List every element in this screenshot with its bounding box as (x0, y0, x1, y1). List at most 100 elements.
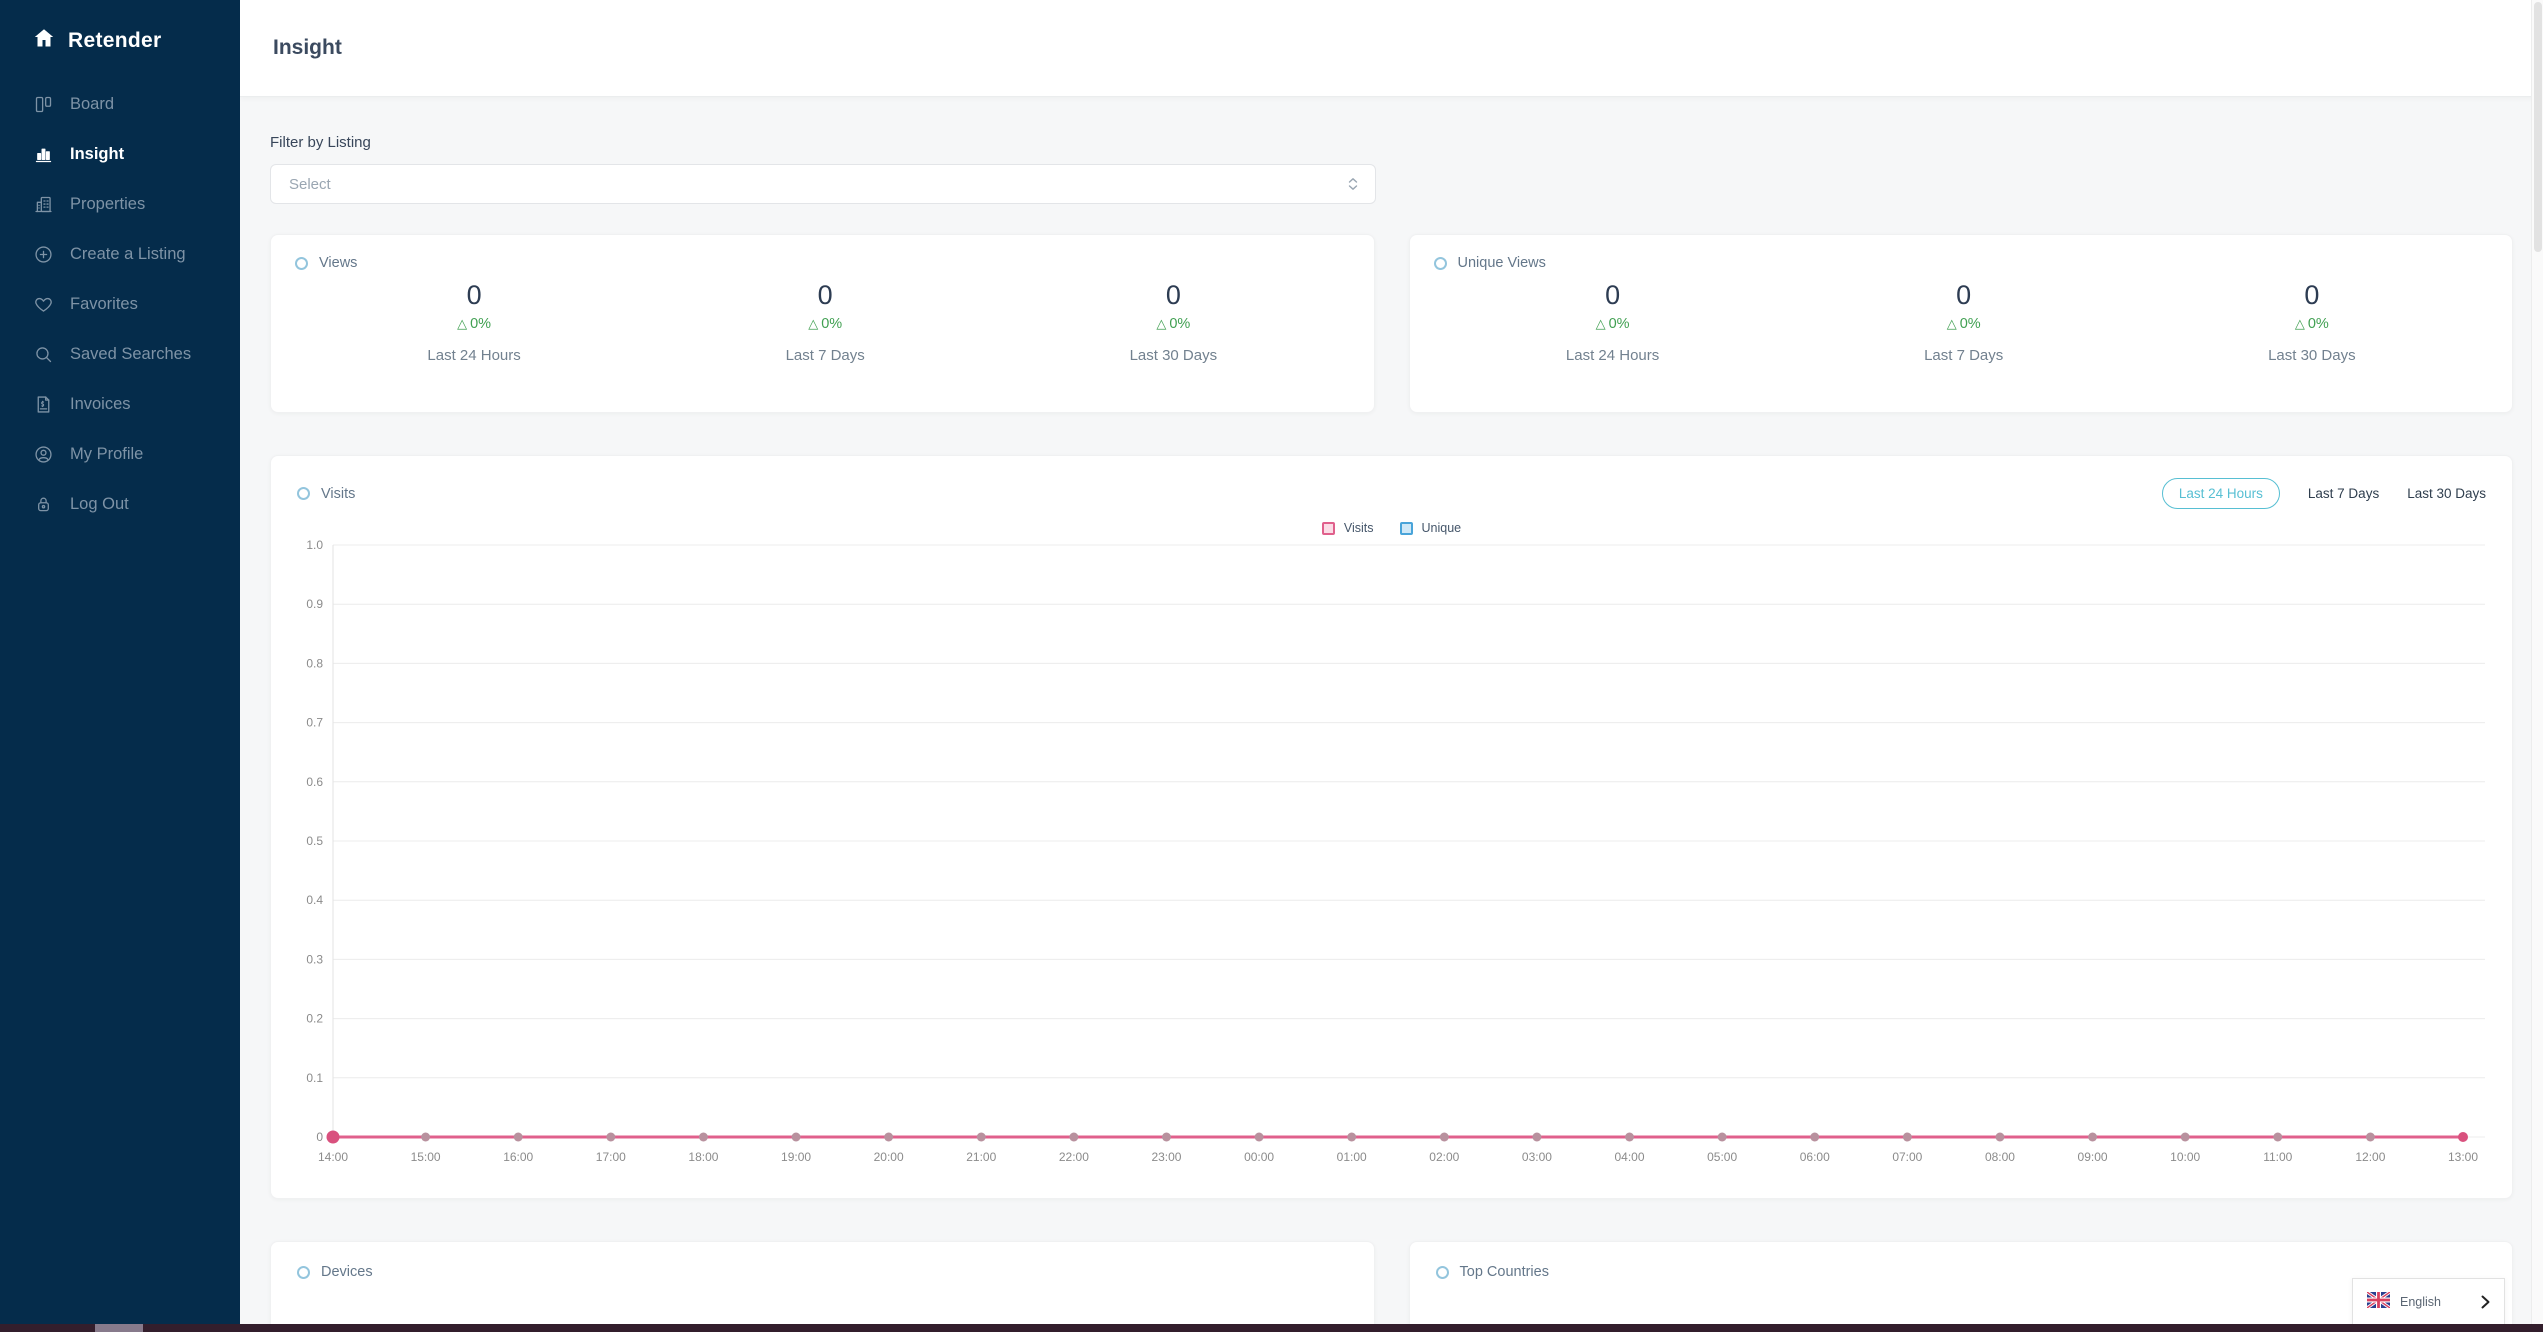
stat-delta: 0% (1959, 316, 1981, 332)
data-point[interactable] (2273, 1132, 2283, 1142)
chart-area: 1.0 0.9 0.8 0.7 0.6 0.5 0.4 0.3 0.2 0.1 0 14:00 15:0… (297, 537, 2486, 1190)
y-tick-label: 0.9 (306, 597, 323, 611)
main-area: Insight Filter by Listing Select Views 0… (240, 0, 2543, 1332)
y-tick-label: 0.1 (306, 1071, 323, 1085)
data-point[interactable] (791, 1132, 801, 1142)
x-tick-label: 02:00 (1429, 1150, 1459, 1164)
sidebar-item-saved-searches[interactable]: Saved Searches (0, 329, 240, 379)
logout-icon (33, 494, 54, 515)
sidebar-item-properties[interactable]: Properties (0, 179, 240, 229)
unique-views-ring-icon (1433, 256, 1447, 270)
tab-last-24-hours[interactable]: Last 24 Hours (2161, 478, 2280, 509)
sidebar-nav: Board Insight Properties Create a Listin… (0, 79, 240, 529)
stat-period: Last 24 Hours (1565, 347, 1660, 364)
sidebar-item-insight[interactable]: Insight (0, 129, 240, 179)
up-triangle-icon: △ (1156, 316, 1167, 331)
data-point[interactable] (1069, 1132, 1079, 1142)
unique-views-stat-30d: 0 △ 0% Last 30 Days (2268, 280, 2356, 364)
data-point[interactable] (1717, 1132, 1727, 1142)
sidebar-item-invoices[interactable]: Invoices (0, 379, 240, 429)
data-point[interactable] (1161, 1132, 1171, 1142)
x-tick-label: 17:00 (596, 1150, 626, 1164)
create-listing-icon (33, 244, 54, 265)
horizontal-scrollbar-thumb[interactable] (95, 1324, 143, 1332)
language-selector[interactable]: English (2352, 1278, 2505, 1326)
data-point[interactable] (1902, 1132, 1912, 1142)
stat-delta: 0% (2307, 316, 2329, 332)
up-triangle-icon: △ (1946, 316, 1957, 331)
y-tick-label: 0.2 (306, 1012, 323, 1026)
y-tick-label: 0.5 (306, 834, 323, 848)
sidebar-item-create-listing[interactable]: Create a Listing (0, 229, 240, 279)
profile-icon (33, 444, 54, 465)
data-point[interactable] (2458, 1132, 2468, 1142)
stat-value: 0 (817, 280, 833, 310)
tab-last-30-days[interactable]: Last 30 Days (2407, 486, 2486, 501)
data-point[interactable] (1439, 1132, 1449, 1142)
x-tick-label: 21:00 (966, 1150, 996, 1164)
x-tick-label: 11:00 (2263, 1150, 2292, 1164)
data-point[interactable] (884, 1132, 894, 1142)
data-point[interactable] (513, 1132, 523, 1142)
board-icon (33, 94, 54, 115)
tab-last-7-days[interactable]: Last 7 Days (2307, 486, 2380, 501)
chart-legend: Visits Unique (297, 521, 2486, 535)
sidebar-item-log-out[interactable]: Log Out (0, 479, 240, 529)
data-point[interactable] (1625, 1132, 1635, 1142)
data-point[interactable] (1254, 1132, 1264, 1142)
brand-name: Retender (68, 28, 162, 52)
data-point[interactable] (2180, 1132, 2190, 1142)
legend-visits: Visits (1321, 521, 1374, 535)
stat-period: Last 30 Days (1129, 347, 1218, 364)
visits-card: Visits Last 24 Hours Last 7 Days Last 30… (270, 455, 2513, 1199)
top-countries-card-title: Top Countries (1459, 1264, 1549, 1280)
data-point[interactable] (421, 1132, 431, 1142)
select-caret-icon (1347, 176, 1359, 192)
x-tick-label: 20:00 (874, 1150, 904, 1164)
up-triangle-icon: △ (457, 316, 468, 331)
sidebar-item-label: Saved Searches (70, 344, 192, 363)
sidebar-item-label: Board (70, 94, 115, 113)
sidebar-item-my-profile[interactable]: My Profile (0, 429, 240, 479)
page-title: Insight (273, 36, 342, 59)
data-point[interactable] (2365, 1132, 2375, 1142)
views-ring-icon (295, 256, 308, 270)
up-triangle-icon: △ (1595, 316, 1606, 331)
x-tick-label: 13:00 (2448, 1150, 2478, 1164)
x-tick-label: 09:00 (2078, 1150, 2108, 1164)
data-point[interactable] (606, 1132, 616, 1142)
stat-period: Last 30 Days (2268, 347, 2356, 364)
range-tabs: Last 24 Hours Last 7 Days Last 30 Days (2161, 478, 2486, 509)
data-point[interactable] (1347, 1132, 1357, 1142)
x-tick-label: 16:00 (503, 1150, 533, 1164)
sidebar-item-board[interactable]: Board (0, 79, 240, 129)
data-point[interactable] (698, 1132, 708, 1142)
insight-icon (33, 144, 54, 165)
y-tick-label: 0.6 (306, 775, 323, 789)
data-point[interactable] (1532, 1132, 1542, 1142)
visits-chart[interactable]: 1.0 0.9 0.8 0.7 0.6 0.5 0.4 0.3 0.2 0.1 0 14:00 15:0… (297, 537, 2488, 1185)
x-tick-label: 18:00 (688, 1150, 718, 1164)
y-tick-label: 0 (316, 1130, 323, 1144)
legend-label: Visits (1343, 521, 1374, 535)
listing-select[interactable]: Select (270, 164, 1376, 204)
brand-logo[interactable]: Retender (0, 0, 240, 55)
x-tick-label: 01:00 (1337, 1150, 1367, 1164)
stat-delta: 0% (470, 316, 492, 332)
data-point[interactable] (1995, 1132, 2005, 1142)
vertical-scrollbar-thumb[interactable] (2534, 2, 2542, 252)
x-tick-label: 10:00 (2170, 1150, 2200, 1164)
sidebar-item-favorites[interactable]: Favorites (0, 279, 240, 329)
sidebar-item-label: Properties (70, 194, 146, 213)
up-triangle-icon: △ (808, 316, 819, 331)
unique-views-stat-24h: 0 △ 0% Last 24 Hours (1566, 280, 1659, 364)
uk-flag-icon (2366, 1290, 2391, 1313)
horizontal-scrollbar[interactable] (0, 1324, 2543, 1332)
x-tick-label: 15:00 (411, 1150, 441, 1164)
vertical-scrollbar[interactable] (2531, 0, 2543, 1324)
x-tick-label: 22:00 (1059, 1150, 1089, 1164)
data-point[interactable] (976, 1132, 986, 1142)
data-point[interactable] (2088, 1132, 2098, 1142)
data-point[interactable] (326, 1130, 340, 1144)
data-point[interactable] (1810, 1132, 1820, 1142)
